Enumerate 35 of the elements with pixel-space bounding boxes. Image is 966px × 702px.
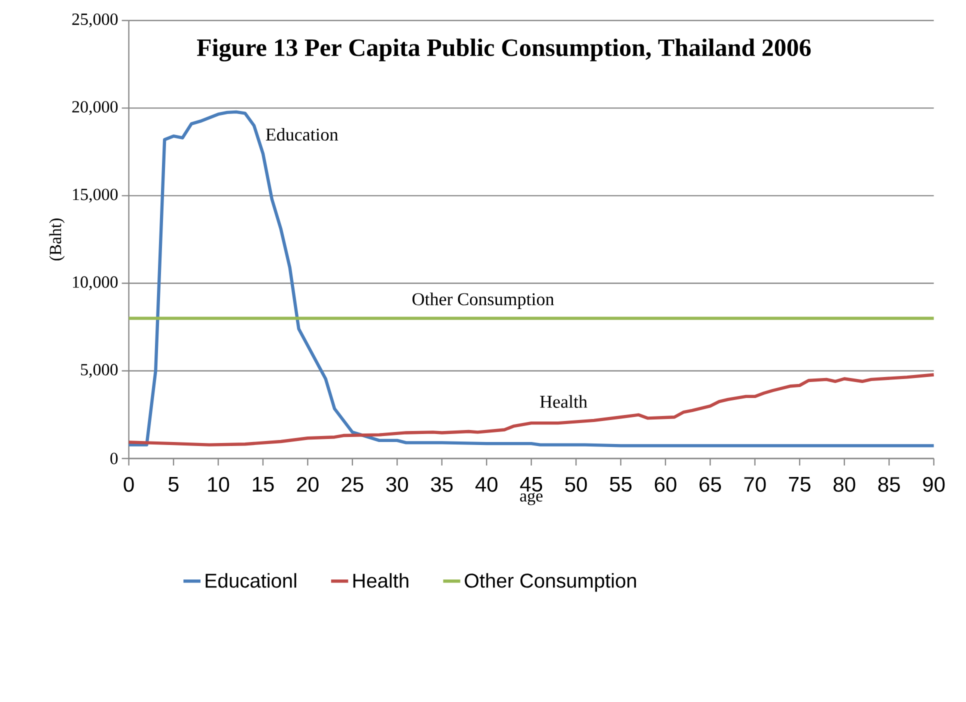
x-tick-label: 15 <box>252 477 274 492</box>
annotation: Health <box>540 395 588 408</box>
annotation: Other Consumption <box>412 292 554 309</box>
x-tick-label: 40 <box>475 477 498 492</box>
x-tick-label: 65 <box>700 477 721 492</box>
x-tick-label: 35 <box>430 477 453 492</box>
line-series <box>127 373 936 446</box>
y-tick-label: 25,000 <box>72 14 118 28</box>
x-tick-label: 5 <box>168 477 178 492</box>
legend-label: Health <box>353 573 408 588</box>
legend-label: Educationl <box>206 573 296 588</box>
y-tick-label: 5,000 <box>81 364 118 378</box>
x-tick-label: 55 <box>610 477 632 492</box>
text: Figure 13 Per Capita Public Consumption, Thailand 2006 <box>196 38 811 62</box>
y-tick-label: 20,000 <box>72 101 118 116</box>
y-tick-label: 0 <box>110 452 118 464</box>
x-axis-title: age <box>520 492 543 506</box>
x-tick-label: 45 <box>520 477 542 492</box>
x-tick-label: 70 <box>744 477 766 492</box>
y-axis-title: (Baht) <box>49 218 65 260</box>
x-tick-label: 25 <box>342 477 364 492</box>
x-tick-label: 50 <box>565 477 587 492</box>
x-tick-label: 10 <box>208 477 230 492</box>
y-tick-label: 15,000 <box>73 188 118 203</box>
x-tick-label: 85 <box>878 477 900 492</box>
x-tick-label: 20 <box>297 477 319 492</box>
x-tick-label: 80 <box>834 477 856 492</box>
x-tick-label: 75 <box>789 477 810 492</box>
x-tick-label: 30 <box>386 477 408 492</box>
x-tick-label: 60 <box>654 477 676 492</box>
annotation: Education <box>266 128 338 141</box>
y-tick-label: 10,000 <box>73 276 118 290</box>
x-tick-label: 90 <box>923 477 945 492</box>
x-tick-label: 0 <box>124 477 134 492</box>
legend-label: Other Consumption <box>464 573 636 592</box>
